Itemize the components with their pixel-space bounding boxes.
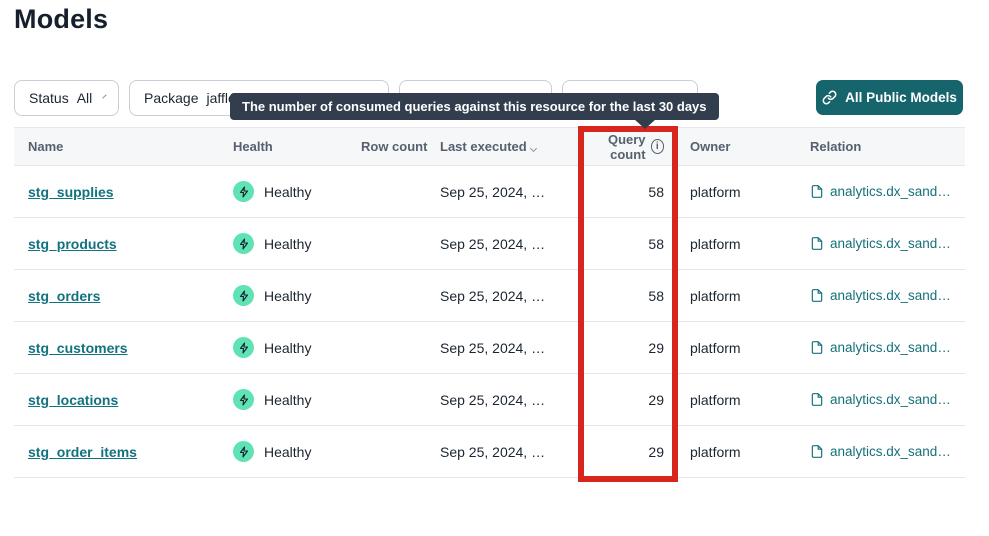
relation-link[interactable]: analytics.dx_sand…: [830, 444, 951, 459]
column-header-row-count: Row count: [361, 139, 428, 154]
all-public-models-button[interactable]: All Public Models: [816, 80, 963, 115]
relation-link[interactable]: analytics.dx_sand…: [830, 236, 951, 251]
owner-cell: platform: [690, 235, 741, 252]
table-bottom-border: [14, 477, 965, 478]
chevron-down-icon: [102, 93, 107, 99]
query-count-cell: 58: [648, 287, 664, 304]
column-header-name: Name: [28, 139, 64, 154]
health-badge-icon: [233, 441, 254, 462]
last-executed-cell: Sep 25, 2024, …: [440, 183, 546, 200]
relation-link[interactable]: analytics.dx_sand…: [830, 392, 951, 407]
package-filter-label: Package: [144, 90, 199, 106]
column-header-query-count: Query count i: [578, 132, 678, 162]
last-executed-cell: Sep 25, 2024, …: [440, 443, 546, 460]
model-name-link[interactable]: stg_orders: [28, 287, 101, 304]
model-name-link[interactable]: stg_locations: [28, 391, 119, 408]
query-count-cell: 29: [648, 339, 664, 356]
last-executed-cell: Sep 25, 2024, …: [440, 235, 546, 252]
health-status-text: Healthy: [264, 339, 312, 356]
health-status-text: Healthy: [264, 287, 312, 304]
column-header-last-executed-label: Last executed: [440, 139, 527, 154]
owner-cell: platform: [690, 183, 741, 200]
file-icon: [810, 288, 824, 303]
relation-link[interactable]: analytics.dx_sand…: [830, 288, 951, 303]
health-badge-icon: [233, 285, 254, 306]
health-status-text: Healthy: [264, 391, 312, 408]
info-icon[interactable]: i: [650, 139, 664, 154]
health-badge-icon: [233, 337, 254, 358]
link-icon: [822, 90, 837, 105]
table-header-row: Name Health Row count Last executed Quer…: [14, 127, 965, 165]
query-count-tooltip: The number of consumed queries against t…: [230, 93, 719, 120]
status-filter-value: All: [76, 90, 93, 106]
table-row: stg_locations Healthy Sep 25, 2024, … 29…: [14, 373, 965, 425]
health-badge-icon: [233, 233, 254, 254]
table-row: stg_order_items Healthy Sep 25, 2024, … …: [14, 425, 965, 477]
status-filter-dropdown[interactable]: Status All: [14, 80, 119, 116]
health-status-text: Healthy: [264, 443, 312, 460]
page-title: Models: [14, 4, 109, 34]
file-icon: [810, 444, 824, 459]
status-filter-label: Status: [29, 90, 69, 106]
sort-chevron-icon: [529, 144, 537, 153]
query-count-cell: 29: [648, 391, 664, 408]
query-count-cell: 29: [648, 443, 664, 460]
relation-link[interactable]: analytics.dx_sand…: [830, 340, 951, 355]
model-name-link[interactable]: stg_order_items: [28, 443, 137, 460]
health-badge-icon: [233, 389, 254, 410]
table-row: stg_orders Healthy Sep 25, 2024, … 58 pl…: [14, 269, 965, 321]
column-header-query-count-label: Query count: [607, 131, 646, 162]
owner-cell: platform: [690, 443, 741, 460]
relation-link[interactable]: analytics.dx_sand…: [830, 184, 951, 199]
last-executed-cell: Sep 25, 2024, …: [440, 339, 546, 356]
table-row: stg_products Healthy Sep 25, 2024, … 58 …: [14, 217, 965, 269]
file-icon: [810, 392, 824, 407]
owner-cell: platform: [690, 391, 741, 408]
owner-cell: platform: [690, 339, 741, 356]
table-row: stg_customers Healthy Sep 25, 2024, … 29…: [14, 321, 965, 373]
health-status-text: Healthy: [264, 183, 312, 200]
model-name-link[interactable]: stg_customers: [28, 339, 128, 356]
query-count-cell: 58: [648, 235, 664, 252]
health-badge-icon: [233, 181, 254, 202]
model-name-link[interactable]: stg_supplies: [28, 183, 114, 200]
models-table: Name Health Row count Last executed Quer…: [14, 127, 965, 478]
owner-cell: platform: [690, 287, 741, 304]
column-header-owner: Owner: [690, 139, 731, 154]
tooltip-arrow: [634, 119, 656, 129]
table-row: stg_supplies Healthy Sep 25, 2024, … 58 …: [14, 165, 965, 217]
health-status-text: Healthy: [264, 235, 312, 252]
last-executed-cell: Sep 25, 2024, …: [440, 391, 546, 408]
column-header-last-executed[interactable]: Last executed: [440, 139, 578, 154]
file-icon: [810, 184, 824, 199]
file-icon: [810, 236, 824, 251]
column-header-health: Health: [233, 139, 273, 154]
last-executed-cell: Sep 25, 2024, …: [440, 287, 546, 304]
model-name-link[interactable]: stg_products: [28, 235, 117, 252]
column-header-relation: Relation: [810, 139, 862, 154]
file-icon: [810, 340, 824, 355]
query-count-cell: 58: [648, 183, 664, 200]
all-public-models-button-label: All Public Models: [845, 90, 957, 105]
